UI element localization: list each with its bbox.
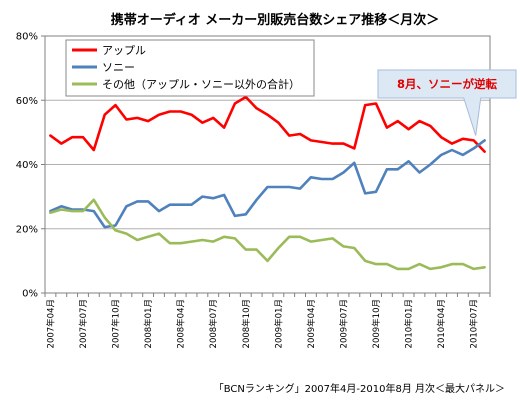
x-tick-label: 2008年07月 [208,299,219,348]
y-tick-label: 60% [16,96,38,107]
x-tick-label: 2009年10月 [371,299,382,348]
series-line-3 [49,198,486,271]
legend-box [65,39,315,97]
x-tick-label: 2007年04月 [45,299,56,348]
x-tick-label: 2010年07月 [469,299,480,348]
x-axis: 2007年04月 2007年07月 2007年10月 2008年01月 2008年04月… [44,293,491,348]
x-tick-label: 2009年04月 [306,299,317,348]
x-tick-label: 2007年07月 [78,299,89,348]
series-line-2 [49,139,486,229]
x-tick-label: 2010年04月 [436,299,447,348]
x-tick-label: 2008年10月 [241,299,252,348]
y-tick-label: 40% [16,160,38,171]
y-tick-label: 20% [16,224,38,235]
legend-label: アップル [102,44,146,57]
x-tick-label: 2009年07月 [338,299,349,348]
callout-box [377,69,517,136]
y-tick-label: 0% [22,289,38,300]
callout: 8月、ソニーが逆転 [377,69,517,136]
x-tick-label: 2007年10月 [111,299,122,348]
y-tick-label: 80% [16,32,38,43]
x-tick-label: 2008年01月 [143,299,154,348]
x-tick-label: 2008年04月 [176,299,187,348]
y-axis: 0% 20% 40% 60% 80% [16,32,45,300]
callout-text: 8月、ソニーが逆転 [397,77,498,91]
series-line-1 [49,95,486,153]
series-lines [49,95,486,271]
chart-title: 携帯オーディオ メーカー別販売台数シェア推移＜月次＞ [111,12,440,28]
x-tick-label: 2010年01月 [404,299,415,348]
source-note: 「BCNランキング」2007年4月-2010年8月 月次＜最大パネル＞ [214,382,505,395]
legend-label: ソニー [102,61,135,74]
x-tick-label: 2009年01月 [273,299,284,348]
legend-label: その他（アップル・ソニー以外の合計） [102,77,300,91]
